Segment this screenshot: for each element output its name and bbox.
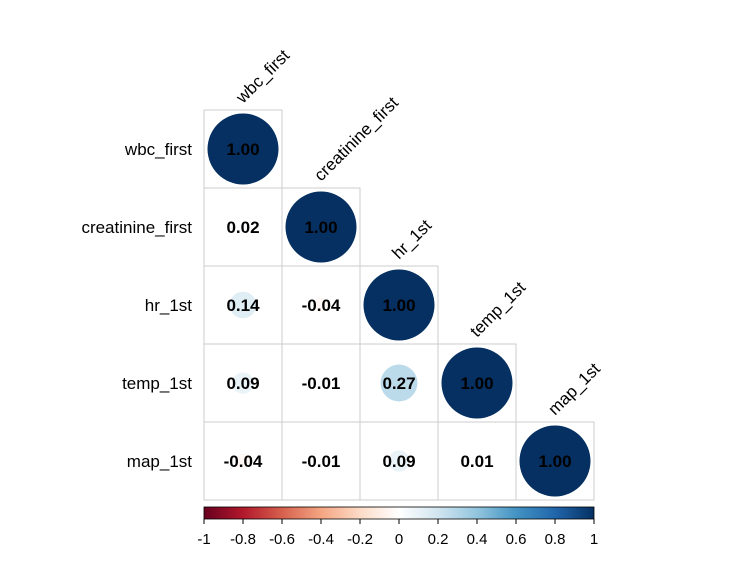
colorbar-gradient <box>203 506 595 520</box>
correlation-value: 0.09 <box>382 452 415 471</box>
correlation-value: 0.01 <box>460 452 493 471</box>
correlation-value: 1.00 <box>382 296 415 315</box>
correlation-circle <box>519 425 591 497</box>
row-label: wbc_first <box>124 140 192 159</box>
row-labels: wbc_first creatinine_first hr_1st temp_1stm… <box>81 140 192 471</box>
colorbar-tick-label: 0.2 <box>428 531 449 548</box>
correlation-circle <box>285 191 357 263</box>
colorbar-tick-label: 1 <box>590 531 598 548</box>
column-label: temp_1st <box>466 278 529 341</box>
row-label: temp_1st <box>122 374 192 393</box>
correlation-value: 0.09 <box>226 374 259 393</box>
correlation-circle <box>313 297 329 313</box>
correlation-circle <box>232 372 254 394</box>
correlation-value: -0.01 <box>302 374 341 393</box>
colorbar-tick-label: -1 <box>197 531 210 548</box>
grid-cell <box>437 421 517 501</box>
correlation-value: 0.14 <box>226 296 260 315</box>
row-label: hr_1st <box>145 296 193 315</box>
correlation-value: -0.04 <box>224 452 263 471</box>
correlation-value: -0.04 <box>302 296 341 315</box>
colorbar-tick-label: -0.8 <box>230 531 256 548</box>
correlation-circle <box>473 457 481 465</box>
correlation-circle <box>229 291 257 319</box>
colorbar-tick-label: -0.4 <box>308 531 334 548</box>
correlation-circles <box>207 113 591 497</box>
correlation-value: 1.00 <box>460 374 493 393</box>
colorbar-tick-label: 0.4 <box>467 531 488 548</box>
colorbar: -1 -0.8 -0.6 -0.4 -0.2 0 0.2 0.4 0.6 0.8 1 <box>197 506 598 548</box>
column-label: wbc_first <box>232 46 294 108</box>
colorbar-tick-label: 0.8 <box>545 531 566 548</box>
row-label: map_1st <box>127 452 192 471</box>
row-label: creatinine_first <box>81 218 192 237</box>
column-label: hr_1st <box>388 216 435 263</box>
correlation-value: -0.01 <box>302 452 341 471</box>
correlation-value: 1.00 <box>304 218 337 237</box>
correlation-circle <box>363 269 435 341</box>
correlation-circle <box>207 113 279 185</box>
column-label: creatinine_first <box>310 93 402 185</box>
correlation-value: 1.00 <box>226 140 259 159</box>
colorbar-tick-label: -0.6 <box>269 531 295 548</box>
correlation-circle <box>380 364 418 402</box>
correlation-circle <box>317 457 325 465</box>
colorbar-tick-label: 0 <box>395 531 403 548</box>
grid-cell <box>281 343 361 423</box>
column-label: map_1st <box>544 359 604 419</box>
correlation-value: 0.02 <box>226 218 259 237</box>
correlation-circle <box>388 450 410 472</box>
correlation-values: 1.00 0.02 1.00 0.14 -0.04 1.00 0.09 -0.01 0.27 1.… <box>224 140 572 471</box>
correlation-circle <box>235 453 251 469</box>
colorbar-tick-label: 0.6 <box>506 531 527 548</box>
correlation-value: 0.27 <box>382 374 415 393</box>
correlation-circle <box>317 379 325 387</box>
correlation-value: 1.00 <box>538 452 571 471</box>
colorbar-tick-label: -0.2 <box>347 531 373 548</box>
correlation-circle <box>237 221 249 233</box>
correlation-circle <box>441 347 513 419</box>
